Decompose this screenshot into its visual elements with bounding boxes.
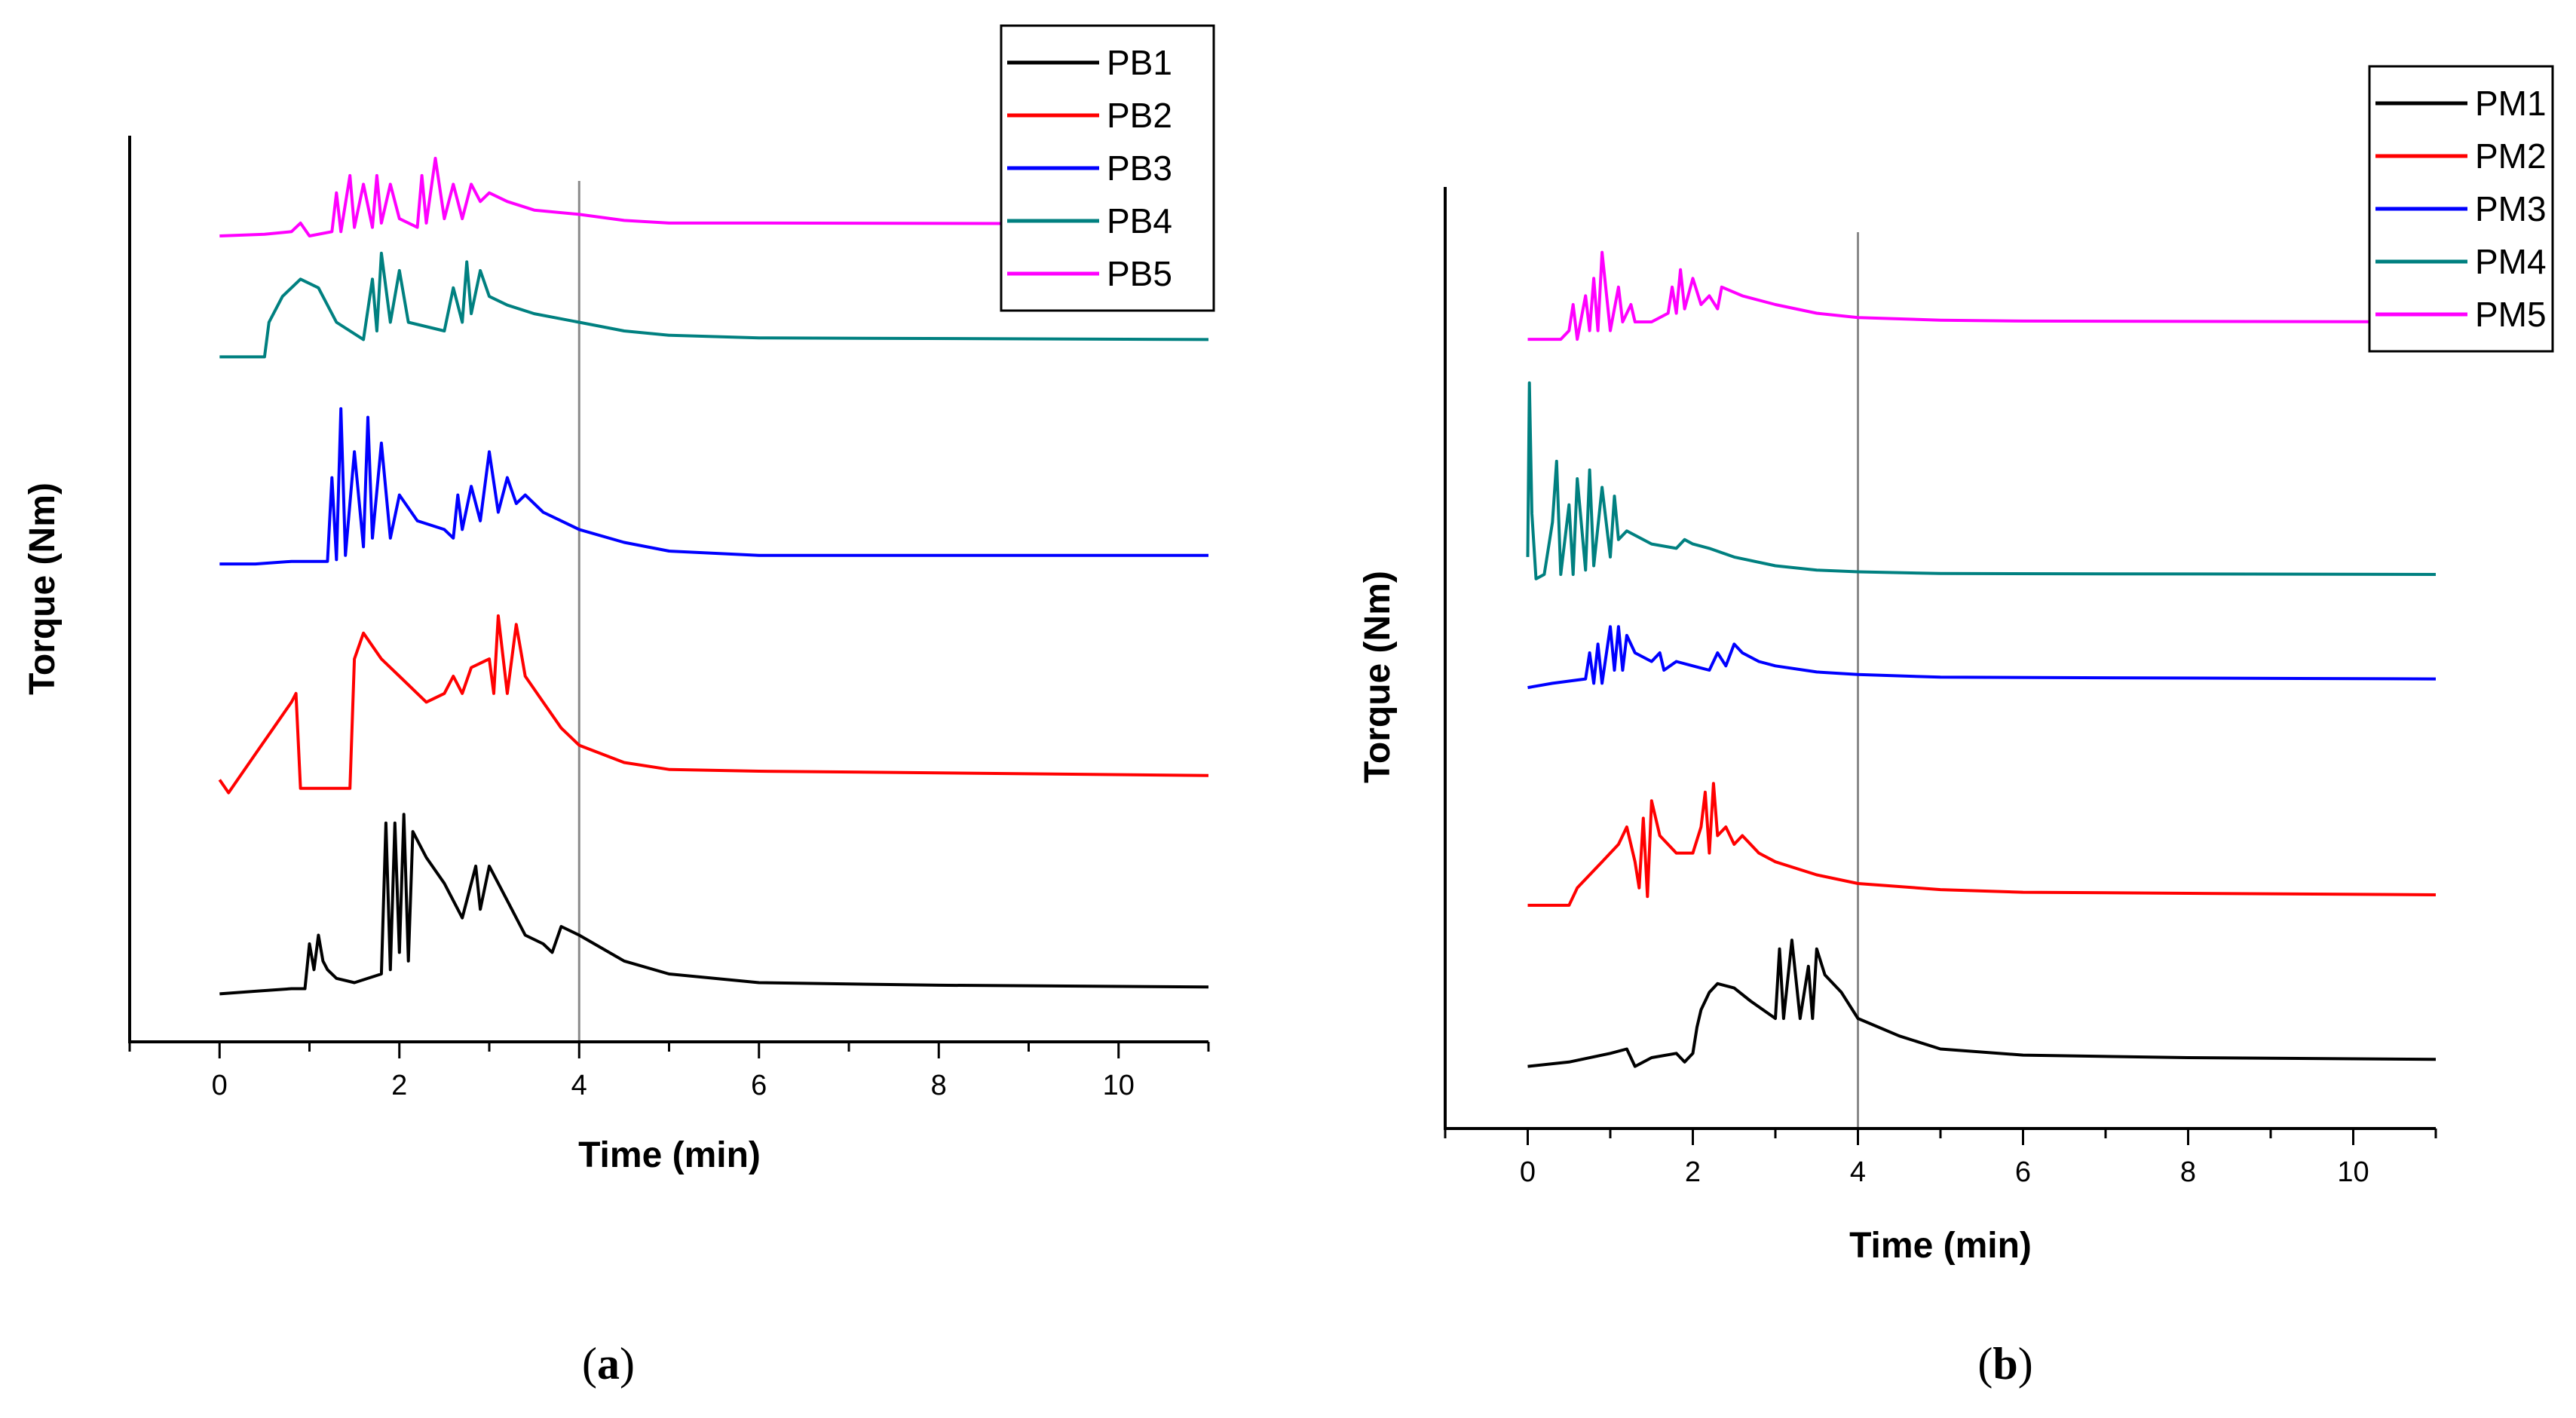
panel-a-legend-label-pb5: PB5 — [1107, 254, 1172, 293]
panel-a-legend-label-pb3: PB3 — [1107, 149, 1172, 188]
panel-a-caption: (a) — [582, 1339, 635, 1389]
panel-b-x-tick-label-0: 0 — [1520, 1156, 1536, 1188]
panel-b-x-tick-label-8: 8 — [2180, 1156, 2196, 1188]
panel-a-legend-label-pb2: PB2 — [1107, 96, 1172, 135]
panel-b-legend-label-pm5: PM5 — [2475, 295, 2547, 334]
panel-b-legend-label-pm1: PM1 — [2475, 84, 2547, 123]
panel-a-x-tick-label-4: 4 — [571, 1070, 587, 1101]
panel-a-caption-letter: a — [597, 1339, 620, 1389]
panel-a-x-tick-label-2: 2 — [391, 1070, 407, 1101]
panel-a-legend-label-pb4: PB4 — [1107, 201, 1172, 240]
panel-b-series-pm2-line — [1527, 782, 2437, 907]
panel-b-x-tick-label-6: 6 — [2015, 1156, 2031, 1188]
panel-b-x-tick-label-10: 10 — [2337, 1156, 2369, 1188]
panel-b-series-pm5-line — [1527, 250, 2437, 341]
panel-b-legend-label-pm4: PM4 — [2475, 242, 2547, 281]
panel-b-caption-letter: b — [1992, 1339, 2018, 1389]
panel-b-legend-label-pm3: PM3 — [2475, 189, 2547, 228]
panel-a-x-tick-label-0: 0 — [212, 1070, 228, 1101]
panel-a-x-tick-label-10: 10 — [1103, 1070, 1135, 1101]
panel-b-legend-label-pm2: PM2 — [2475, 136, 2547, 176]
panel-b-series-pm4-line — [1526, 381, 2437, 580]
panel-b-x-tick-label-2: 2 — [1685, 1156, 1701, 1188]
panel-a-legend-frame — [1000, 24, 1215, 312]
panel-a-x-tick-label-6: 6 — [751, 1070, 767, 1101]
panel-b-series-pm1-line — [1527, 939, 2437, 1068]
panel-b-series-pm3-line — [1527, 625, 2437, 690]
panel-b-y-axis-label: Torque (Nm) — [1358, 571, 1398, 783]
panel-b-x-tick-label-4: 4 — [1850, 1156, 1866, 1188]
panel-a-x-tick-label-8: 8 — [931, 1070, 947, 1101]
panel-a-series-pb4-line — [219, 251, 1209, 359]
panel-a-legend-label-pb1: PB1 — [1107, 43, 1172, 82]
panel-a-series-pb2-line — [218, 614, 1209, 795]
panel-a-series-pb1-line — [219, 813, 1209, 996]
panel-a-series-pb5-line — [219, 157, 1209, 237]
panel-b-chart: 0 2 4 6 8 10 Time (min) Torque (Nm) PM1 PM2 PM3 PM4… — [1358, 65, 2554, 1266]
panel-a-series-pb3-line — [219, 407, 1208, 566]
panel-a-chart: 0 2 4 6 8 10 Time (min) Torque (Nm) PB1 PB2 PB3 PB4… — [23, 24, 1215, 1175]
panel-a-legend: PB1 PB2 PB3 PB4 PB5 — [1000, 24, 1215, 312]
panel-b-x-axis-label: Time (min) — [1849, 1226, 2032, 1266]
panel-a-x-axis-label: Time (min) — [578, 1135, 761, 1175]
panel-b-legend: PM1 PM2 PM3 PM4 PM5 — [2368, 65, 2554, 353]
panel-a-y-axis-label: Torque (Nm) — [23, 482, 63, 695]
panel-b-caption: (b) — [1977, 1339, 2033, 1389]
